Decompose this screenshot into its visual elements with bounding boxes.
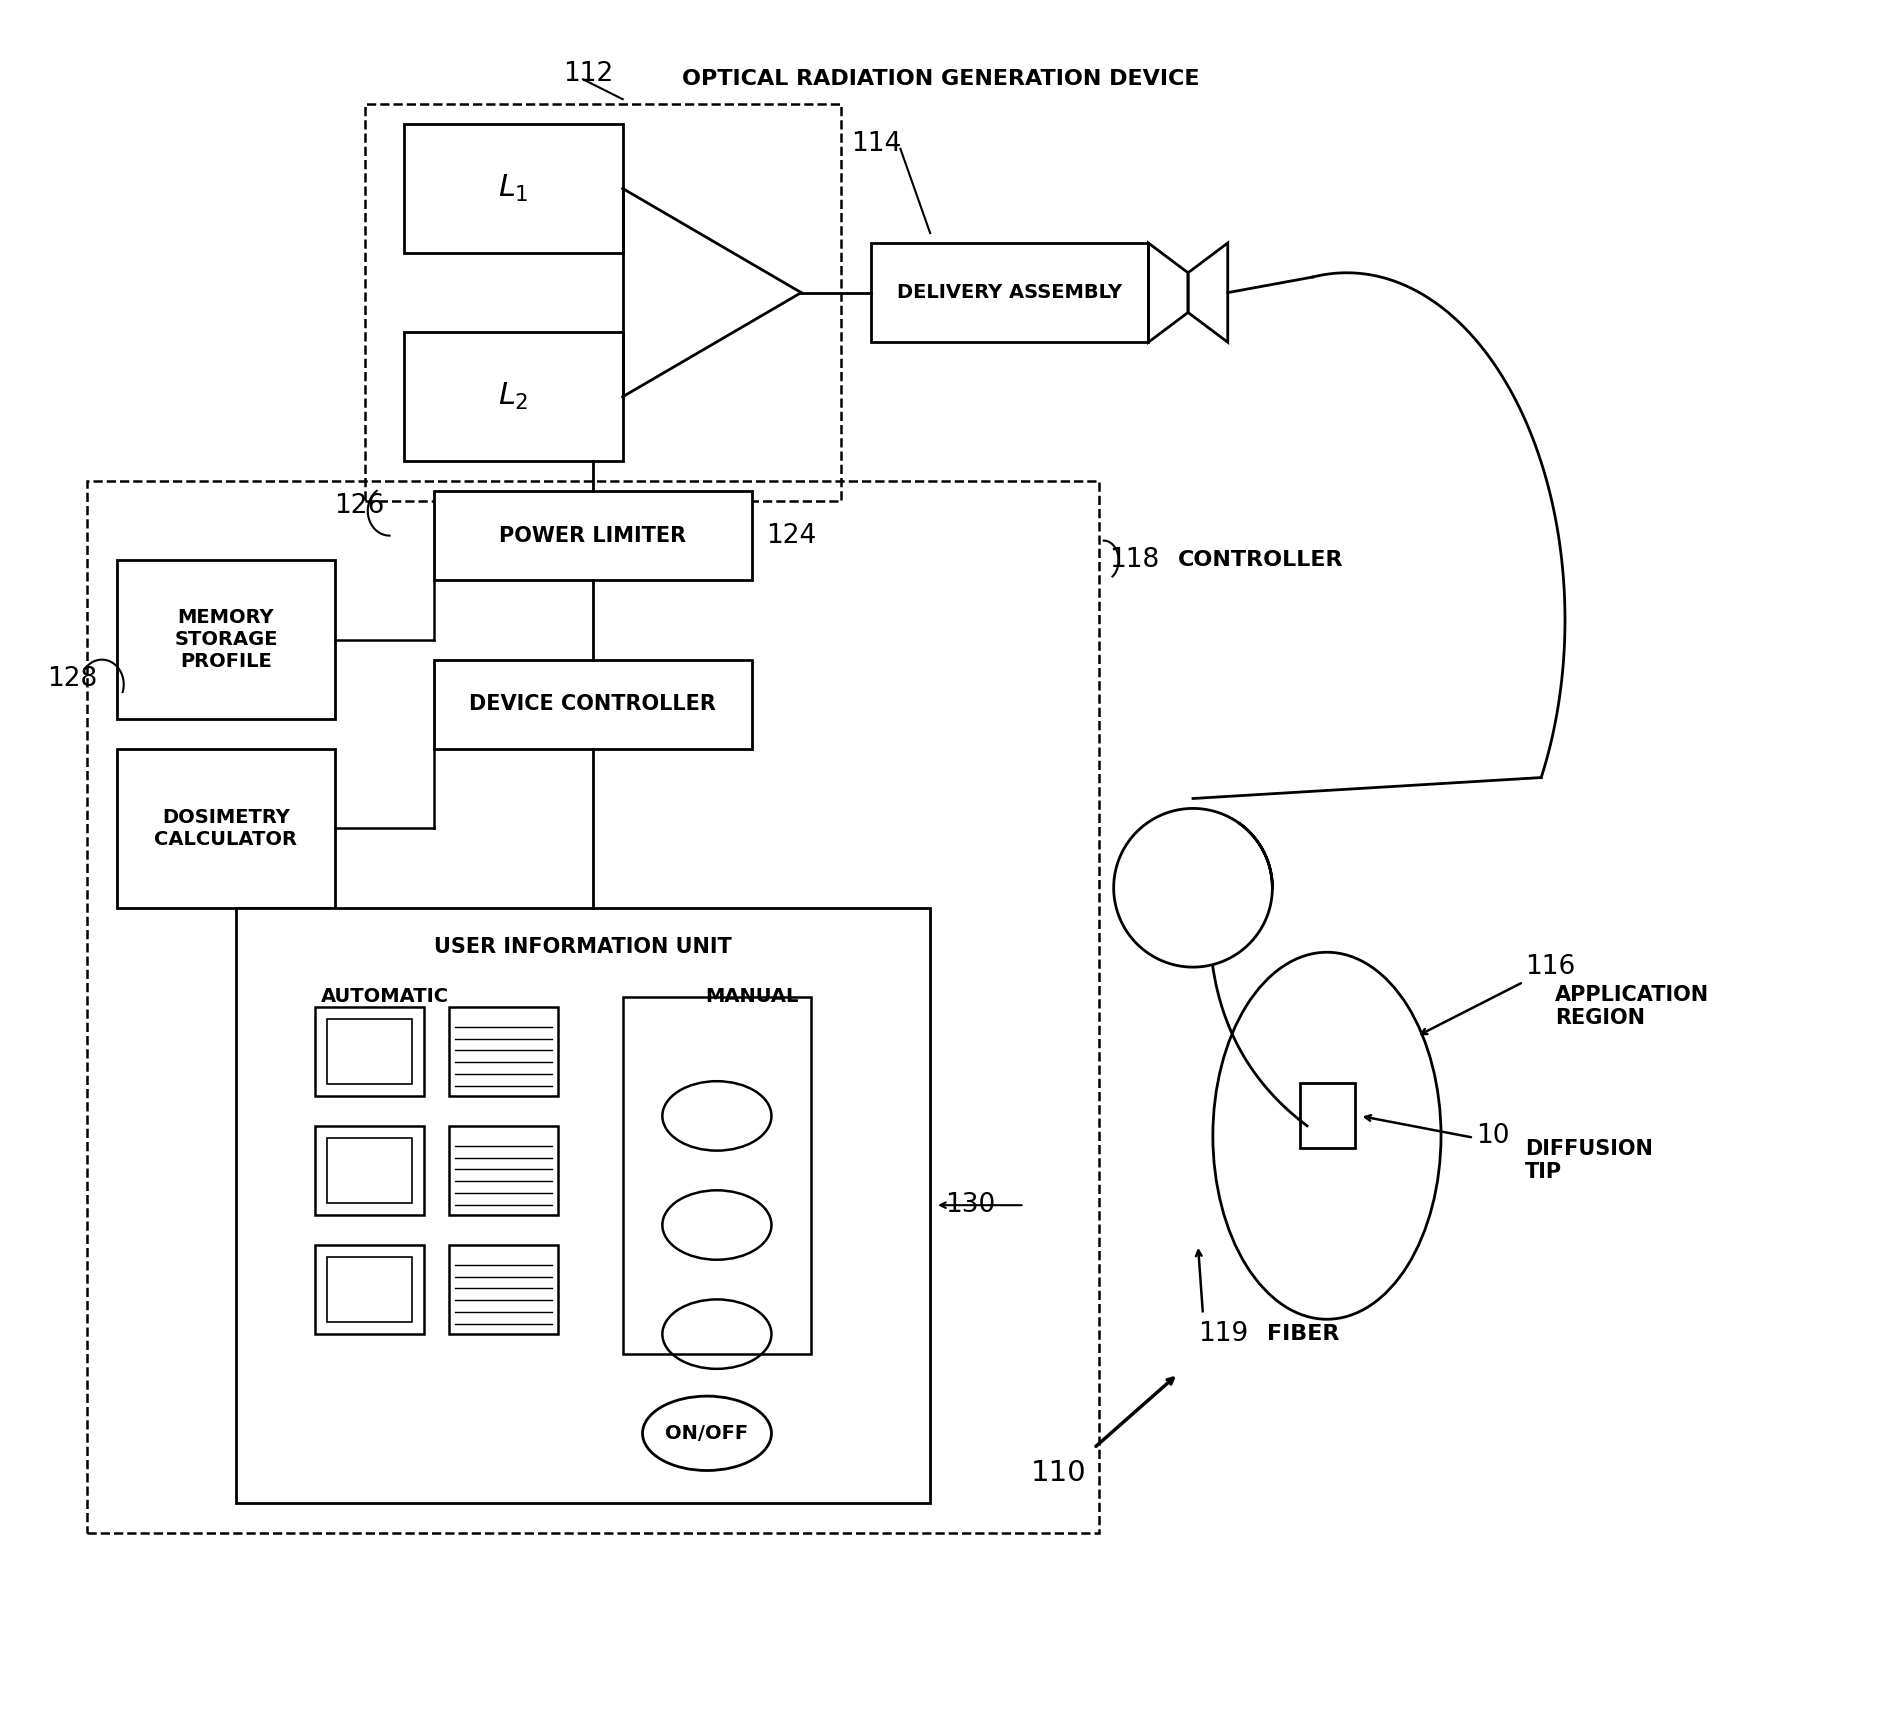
- Bar: [236, 907, 930, 1503]
- Text: POWER LIMITER: POWER LIMITER: [500, 526, 686, 546]
- Text: 128: 128: [48, 667, 97, 692]
- Bar: [87, 481, 1099, 1532]
- Bar: [365, 105, 840, 502]
- Text: 110: 110: [1032, 1459, 1087, 1488]
- Bar: [449, 1125, 559, 1215]
- Text: 126: 126: [335, 493, 384, 519]
- Text: DEVICE CONTROLLER: DEVICE CONTROLLER: [470, 694, 717, 715]
- Bar: [405, 332, 624, 460]
- Text: 116: 116: [1525, 953, 1576, 979]
- Text: 124: 124: [766, 522, 817, 548]
- Text: $L_1$: $L_1$: [498, 174, 528, 204]
- Text: FIBER: FIBER: [1268, 1325, 1340, 1343]
- Bar: [405, 124, 624, 253]
- Bar: [116, 749, 335, 907]
- Bar: [116, 560, 335, 720]
- Bar: [433, 491, 751, 581]
- Bar: [871, 242, 1148, 342]
- Text: DELIVERY ASSEMBLY: DELIVERY ASSEMBLY: [897, 283, 1122, 302]
- Bar: [327, 1258, 413, 1323]
- Text: MANUAL: MANUAL: [705, 988, 798, 1007]
- Bar: [316, 1125, 424, 1215]
- Text: 10: 10: [1475, 1124, 1509, 1149]
- Text: DIFFUSION
TIP: DIFFUSION TIP: [1525, 1139, 1654, 1182]
- Text: 112: 112: [563, 62, 614, 88]
- Text: AUTOMATIC: AUTOMATIC: [321, 988, 449, 1007]
- Bar: [327, 1137, 413, 1203]
- Text: MEMORY
STORAGE
PROFILE: MEMORY STORAGE PROFILE: [175, 608, 278, 672]
- Bar: [316, 1246, 424, 1335]
- Text: USER INFORMATION UNIT: USER INFORMATION UNIT: [433, 938, 732, 957]
- Text: DOSIMETRY
CALCULATOR: DOSIMETRY CALCULATOR: [154, 807, 297, 849]
- Text: 119: 119: [1198, 1321, 1249, 1347]
- Bar: [1300, 1082, 1355, 1148]
- Text: $L_2$: $L_2$: [498, 381, 528, 412]
- Text: APPLICATION
REGION: APPLICATION REGION: [1555, 984, 1709, 1029]
- Text: 118: 118: [1108, 548, 1160, 574]
- Bar: [433, 660, 751, 749]
- Bar: [624, 996, 812, 1354]
- Text: OPTICAL RADIATION GENERATION DEVICE: OPTICAL RADIATION GENERATION DEVICE: [682, 69, 1200, 89]
- Text: CONTROLLER: CONTROLLER: [1179, 550, 1344, 570]
- Text: ON/OFF: ON/OFF: [665, 1424, 749, 1443]
- Bar: [316, 1007, 424, 1096]
- Bar: [449, 1246, 559, 1335]
- Bar: [327, 1019, 413, 1084]
- Text: 114: 114: [852, 131, 901, 156]
- Text: 130: 130: [945, 1192, 996, 1218]
- Bar: [449, 1007, 559, 1096]
